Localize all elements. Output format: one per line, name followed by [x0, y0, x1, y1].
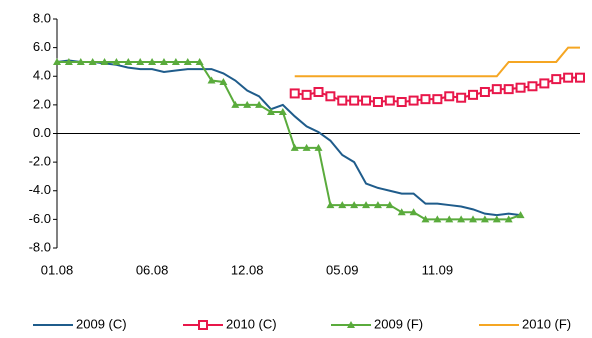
y-tick-label: 8.0	[33, 10, 51, 25]
x-tick-label: 11.09	[422, 262, 454, 277]
point	[504, 215, 513, 223]
point	[373, 201, 382, 209]
point	[516, 211, 525, 219]
x-tick-label: 05.09	[326, 262, 359, 277]
point	[195, 57, 204, 65]
point	[457, 215, 466, 223]
y-tick-label: 6.0	[33, 39, 51, 54]
point	[456, 92, 467, 103]
point	[243, 100, 252, 108]
point	[148, 57, 157, 65]
point	[53, 57, 61, 65]
legend-label: 2010 (F)	[522, 316, 571, 331]
y-tick-label: 4.0	[33, 68, 51, 83]
y-tick-label: -6.0	[29, 211, 51, 226]
point	[527, 81, 538, 92]
point	[171, 57, 180, 65]
point	[372, 97, 383, 108]
point	[515, 82, 526, 93]
point	[112, 57, 121, 65]
point	[338, 201, 347, 209]
point	[362, 201, 371, 209]
point	[468, 89, 479, 100]
point	[325, 91, 336, 102]
legend-label: 2009 (C)	[76, 316, 127, 331]
point	[384, 95, 395, 106]
point	[479, 86, 490, 97]
point	[255, 100, 264, 108]
point	[575, 72, 585, 83]
point	[408, 95, 419, 106]
point	[492, 215, 501, 223]
series-line	[294, 46, 580, 78]
series-line	[57, 60, 521, 221]
point	[503, 84, 514, 95]
point	[469, 215, 478, 223]
point	[539, 78, 550, 89]
y-tick-label: 0.0	[33, 125, 51, 140]
y-tick-label: -4.0	[29, 182, 51, 197]
point	[563, 72, 574, 83]
point	[397, 208, 406, 216]
point	[385, 201, 394, 209]
point	[313, 86, 324, 97]
point	[289, 88, 300, 99]
point	[314, 143, 323, 151]
point	[266, 108, 275, 116]
point	[136, 57, 145, 65]
x-tick-label: 06.08	[136, 262, 169, 277]
point	[432, 94, 443, 105]
point	[445, 215, 454, 223]
point	[76, 57, 85, 65]
point	[183, 57, 192, 65]
point	[88, 57, 97, 65]
legend-marker	[198, 320, 208, 330]
point	[491, 84, 502, 95]
y-tick-label: -8.0	[29, 239, 51, 254]
point	[278, 108, 287, 116]
point	[219, 77, 228, 85]
point	[396, 97, 407, 108]
point	[480, 215, 489, 223]
point	[420, 94, 431, 105]
legend-label: 2010 (C)	[226, 316, 277, 331]
point	[290, 143, 299, 151]
point	[207, 76, 216, 84]
point	[409, 208, 418, 216]
point	[349, 95, 360, 106]
point	[64, 57, 73, 65]
point	[159, 57, 168, 65]
point	[350, 201, 359, 209]
point	[433, 215, 442, 223]
point	[337, 95, 348, 106]
point	[302, 143, 311, 151]
point	[326, 201, 335, 209]
x-tick-label: 01.08	[41, 262, 74, 277]
point	[231, 100, 240, 108]
point	[301, 89, 312, 100]
legend-label: 2009 (F)	[374, 316, 423, 331]
legend-marker	[347, 321, 355, 328]
y-tick-label: -2.0	[29, 154, 51, 169]
point	[124, 57, 133, 65]
point	[444, 91, 455, 102]
x-tick-label: 12.08	[231, 262, 264, 277]
point	[361, 95, 372, 106]
y-tick-label: 2.0	[33, 96, 51, 111]
point	[100, 57, 109, 65]
series-line	[56, 59, 521, 217]
point	[551, 74, 562, 85]
point	[421, 215, 430, 223]
